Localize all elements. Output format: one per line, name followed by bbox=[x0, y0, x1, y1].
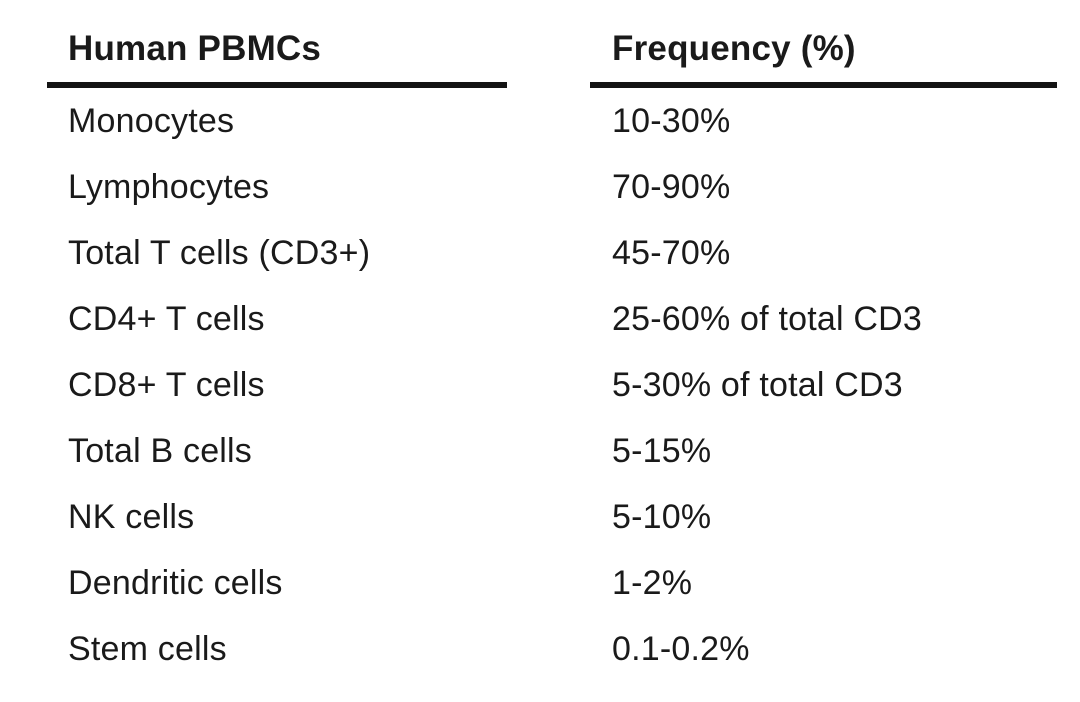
table-row: Total B cells 5-15% bbox=[47, 418, 1057, 484]
table-row: Total T cells (CD3+) 45-70% bbox=[47, 220, 1057, 286]
table-row: NK cells 5-10% bbox=[47, 484, 1057, 550]
cell-type-label: Total T cells (CD3+) bbox=[68, 233, 371, 272]
cell-type-label: CD4+ T cells bbox=[68, 299, 265, 338]
column-header-frequency: Frequency (%) bbox=[590, 0, 1057, 88]
table-row: Monocytes 10-30% bbox=[47, 88, 1057, 154]
frequency-value: 5-15% bbox=[612, 431, 712, 470]
table-row: CD8+ T cells 5-30% of total CD3 bbox=[47, 352, 1057, 418]
table-row: Lymphocytes 70-90% bbox=[47, 154, 1057, 220]
frequency-value: 1-2% bbox=[612, 563, 693, 602]
cell-type-label: Monocytes bbox=[68, 101, 235, 140]
table-header-row: Human PBMCs Frequency (%) bbox=[47, 0, 1057, 88]
frequency-value: 25-60% of total CD3 bbox=[612, 299, 922, 338]
pbmc-frequency-table: Human PBMCs Frequency (%) Monocytes 10-3… bbox=[47, 0, 1057, 682]
cell-type-label: Dendritic cells bbox=[68, 563, 283, 602]
frequency-value: 70-90% bbox=[612, 167, 731, 206]
cell-type-label: NK cells bbox=[68, 497, 195, 536]
table-row: Stem cells 0.1-0.2% bbox=[47, 616, 1057, 682]
cell-type-label: CD8+ T cells bbox=[68, 365, 265, 404]
frequency-value: 5-30% of total CD3 bbox=[612, 365, 903, 404]
cell-type-label: Stem cells bbox=[68, 629, 227, 668]
frequency-value: 10-30% bbox=[612, 101, 731, 140]
frequency-value: 45-70% bbox=[612, 233, 731, 272]
table-row: Dendritic cells 1-2% bbox=[47, 550, 1057, 616]
table-row: CD4+ T cells 25-60% of total CD3 bbox=[47, 286, 1057, 352]
cell-type-label: Lymphocytes bbox=[68, 167, 270, 206]
frequency-value: 5-10% bbox=[612, 497, 712, 536]
frequency-value: 0.1-0.2% bbox=[612, 629, 750, 668]
column-header-human-pbmcs: Human PBMCs bbox=[47, 0, 507, 88]
cell-type-label: Total B cells bbox=[68, 431, 253, 470]
